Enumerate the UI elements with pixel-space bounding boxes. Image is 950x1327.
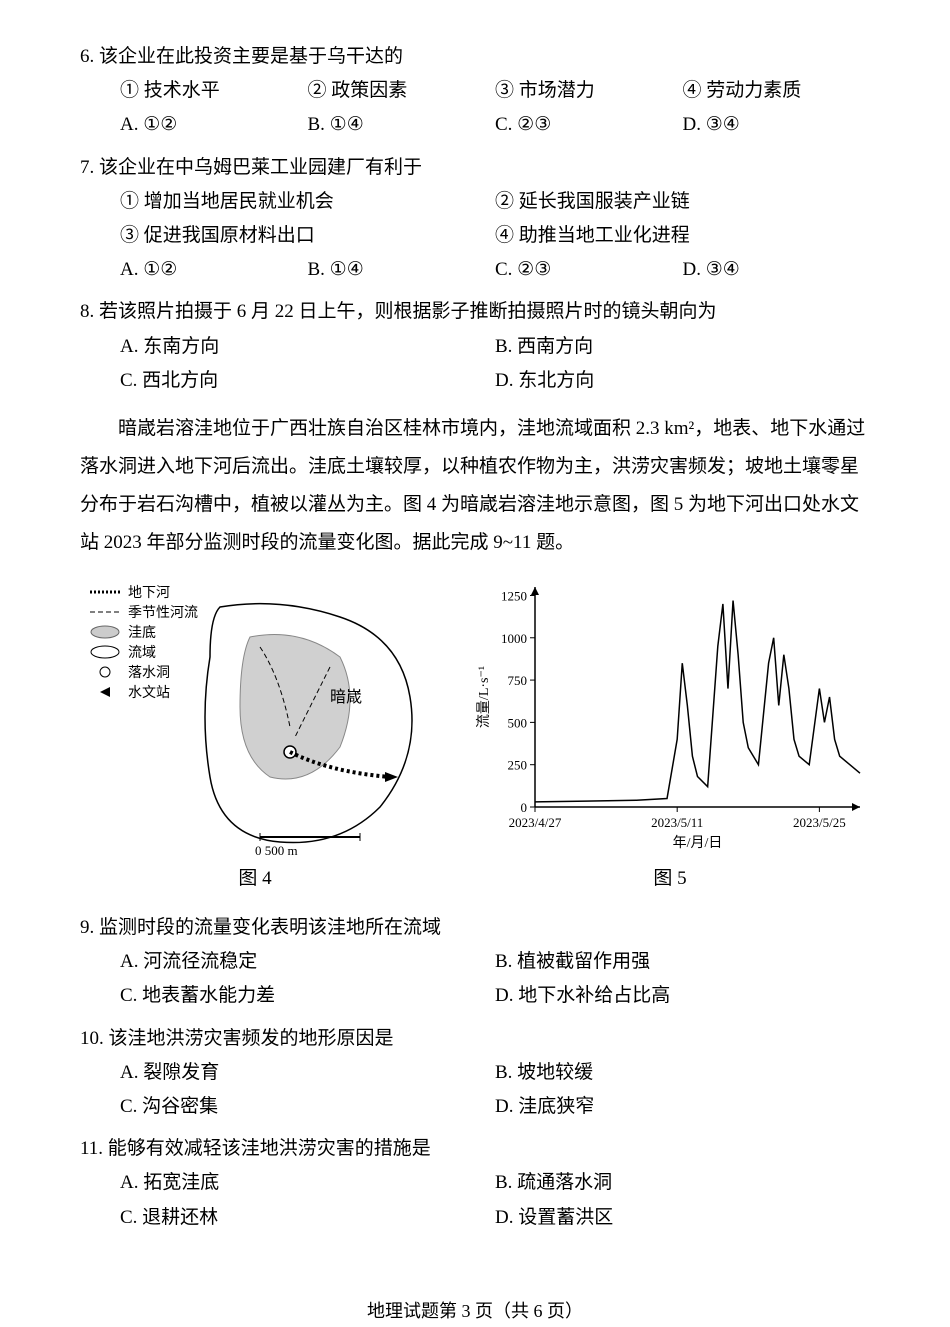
q9-optD: D. 地下水补给占比高	[495, 979, 870, 1013]
svg-text:1000: 1000	[501, 631, 527, 646]
map-svg: 地下河 季节性河流 洼底 流域 落水洞 水文站	[80, 577, 430, 857]
q6-optC: C. ②③	[495, 108, 683, 142]
question-10: 10. 该洼地洪涝灾害频发的地形原因是 A. 裂隙发育 B. 坡地较缓 C. 沟…	[80, 1022, 870, 1125]
q7-sub2: ② 延长我国服装产业链	[495, 185, 870, 219]
q8-optA: A. 东南方向	[120, 330, 495, 364]
q6-optA: A. ①②	[120, 108, 308, 142]
q7-optA: A. ①②	[120, 253, 308, 287]
q8-optC: C. 西北方向	[120, 364, 495, 398]
q9-optB: B. 植被截留作用强	[495, 945, 870, 979]
q7-optC: C. ②③	[495, 253, 683, 287]
q10-text: 该洼地洪涝灾害频发的地形原因是	[109, 1028, 394, 1049]
q10-optA: A. 裂隙发育	[120, 1056, 495, 1090]
legend-l2: 季节性河流	[128, 605, 198, 621]
figure-4: 地下河 季节性河流 洼底 流域 落水洞 水文站	[80, 577, 430, 896]
q9-optC: C. 地表蓄水能力差	[120, 979, 495, 1013]
q7-num: 7.	[80, 157, 94, 178]
q11-optA: A. 拓宽洼底	[120, 1166, 495, 1200]
question-7: 7. 该企业在中乌姆巴莱工业园建厂有利于 ① 增加当地居民就业机会 ② 延长我国…	[80, 151, 870, 288]
q6-sub2: ② 政策因素	[308, 74, 496, 108]
passage-text: 暗嵅岩溶洼地位于广西壮族自治区桂林市境内，洼地流域面积 2.3 km²，地表、地…	[80, 410, 870, 562]
q8-text: 若该照片拍摄于 6 月 22 日上午，则根据影子推断拍摄照片时的镜头朝向为	[99, 301, 717, 322]
svg-text:0: 0	[521, 800, 528, 815]
legend-l3: 洼底	[128, 625, 156, 641]
q6-sub4: ④ 劳动力素质	[683, 74, 871, 108]
q8-optD: D. 东北方向	[495, 364, 870, 398]
question-6: 6. 该企业在此投资主要是基于乌干达的 ① 技术水平 ② 政策因素 ③ 市场潜力…	[80, 40, 870, 143]
question-8: 8. 若该照片拍摄于 6 月 22 日上午，则根据影子推断拍摄照片时的镜头朝向为…	[80, 295, 870, 398]
q7-optD: D. ③④	[683, 253, 871, 287]
svg-text:年/月/日: 年/月/日	[673, 835, 723, 851]
svg-text:500: 500	[508, 715, 528, 730]
q9-num: 9.	[80, 917, 94, 938]
svg-text:2023/5/25: 2023/5/25	[793, 815, 846, 830]
q7-sub3: ③ 促进我国原材料出口	[120, 219, 495, 253]
q7-sub1: ① 增加当地居民就业机会	[120, 185, 495, 219]
q11-optB: B. 疏通落水洞	[495, 1166, 870, 1200]
q7-text: 该企业在中乌姆巴莱工业园建厂有利于	[99, 157, 422, 178]
q9-optA: A. 河流径流稳定	[120, 945, 495, 979]
q6-sub3: ③ 市场潜力	[495, 74, 683, 108]
anhan-label: 暗嵅	[330, 688, 362, 706]
question-11: 11. 能够有效减轻该洼地洪涝灾害的措施是 A. 拓宽洼底 B. 疏通落水洞 C…	[80, 1132, 870, 1235]
legend-l5: 落水洞	[128, 665, 170, 681]
fig5-caption: 图 5	[470, 862, 870, 896]
q11-text: 能够有效减轻该洼地洪涝灾害的措施是	[108, 1138, 431, 1159]
legend-l6: 水文站	[128, 685, 170, 701]
scale-text: 0 500 m	[255, 843, 298, 857]
fig4-caption: 图 4	[80, 862, 430, 896]
q6-sub1: ① 技术水平	[120, 74, 308, 108]
q10-optB: B. 坡地较缓	[495, 1056, 870, 1090]
figures-container: 地下河 季节性河流 洼底 流域 落水洞 水文站	[80, 577, 870, 896]
svg-text:流量/L·s⁻¹: 流量/L·s⁻¹	[476, 666, 492, 728]
svg-text:1250: 1250	[501, 588, 527, 603]
figure-5: 0 250 500 750 1000 1250 2023/4/27 2023/5/11 2023…	[470, 577, 870, 896]
q11-optD: D. 设置蓄洪区	[495, 1201, 870, 1235]
q10-optC: C. 沟谷密集	[120, 1090, 495, 1124]
q7-sub4: ④ 助推当地工业化进程	[495, 219, 870, 253]
q6-num: 6.	[80, 46, 94, 67]
q11-optC: C. 退耕还林	[120, 1201, 495, 1235]
q7-optB: B. ①④	[308, 253, 496, 287]
q10-num: 10.	[80, 1028, 104, 1049]
q9-text: 监测时段的流量变化表明该洼地所在流域	[99, 917, 441, 938]
question-9: 9. 监测时段的流量变化表明该洼地所在流域 A. 河流径流稳定 B. 植被截留作…	[80, 911, 870, 1014]
svg-text:2023/4/27: 2023/4/27	[509, 815, 562, 830]
q8-optB: B. 西南方向	[495, 330, 870, 364]
svg-text:250: 250	[508, 758, 528, 773]
legend-l1: 地下河	[128, 585, 170, 601]
q6-text: 该企业在此投资主要是基于乌干达的	[99, 46, 403, 67]
q6-optD: D. ③④	[683, 108, 871, 142]
q11-num: 11.	[80, 1138, 103, 1159]
legend-l4: 流域	[128, 645, 156, 661]
svg-text:750: 750	[508, 673, 528, 688]
q10-optD: D. 洼底狭窄	[495, 1090, 870, 1124]
q6-optB: B. ①④	[308, 108, 496, 142]
chart-svg: 0 250 500 750 1000 1250 2023/4/27 2023/5/11 2023…	[470, 577, 870, 857]
q8-num: 8.	[80, 301, 94, 322]
svg-text:2023/5/11: 2023/5/11	[651, 815, 703, 830]
